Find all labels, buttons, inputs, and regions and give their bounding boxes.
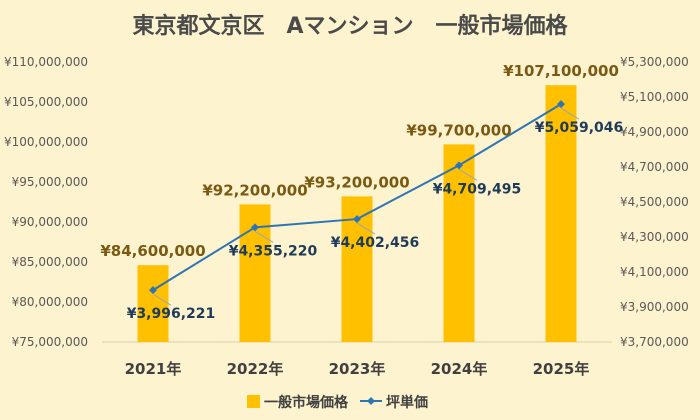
line-marker — [149, 286, 157, 295]
x-tick-label: 2022年 — [227, 360, 284, 378]
label-leaders — [152, 107, 580, 306]
label-leader-line — [458, 168, 478, 181]
bar — [443, 144, 475, 342]
label-leader-line — [254, 230, 274, 243]
bar-labels: ¥84,600,000 ¥92,200,000¥93,200,000 ¥99,700… — [100, 62, 619, 260]
line-labels: ¥3,996,221 ¥4,355,220 ¥4,402,456 ¥4,709,495… — [127, 120, 624, 322]
line-marker — [455, 161, 463, 170]
label-leader-line — [356, 222, 376, 235]
right-axis-tick-label: ¥5,100,000 — [620, 90, 689, 104]
right-axis: ¥3,700,000 ¥3,900,000 ¥4,100,000 ¥4,300,000… — [620, 55, 689, 349]
left-axis-tick-label: ¥110,000,000 — [4, 55, 88, 69]
left-axis: ¥75,000,000 ¥80,000,000 ¥85,000,000 ¥90,000… — [4, 55, 88, 349]
left-axis-tick-label: ¥80,000,000 — [12, 295, 88, 309]
right-axis-tick-label: ¥3,700,000 — [620, 335, 689, 349]
bar — [545, 85, 577, 342]
right-axis-tick-label: ¥4,700,000 — [620, 160, 689, 174]
line-value-label: ¥4,402,456 — [331, 235, 420, 251]
legend: 一般市場価格 坪単価 — [247, 394, 428, 411]
x-tick-label: 2023年 — [329, 360, 386, 378]
right-axis-tick-label: ¥4,500,000 — [620, 195, 689, 209]
bar-value-label: ¥92,200,000 — [202, 181, 307, 199]
label-leader-line — [152, 293, 172, 306]
legend-bar-label: 一般市場価格 — [264, 394, 349, 411]
right-axis-tick-label: ¥4,100,000 — [620, 265, 689, 279]
x-tick-label: 2025年 — [533, 360, 590, 378]
left-axis-tick-label: ¥95,000,000 — [12, 175, 88, 189]
left-axis-tick-label: ¥105,000,000 — [4, 95, 88, 109]
x-tick-label: 2021年 — [125, 360, 182, 378]
bar-value-label: ¥84,600,000 — [100, 242, 205, 260]
line-marker — [353, 215, 361, 224]
line-value-label: ¥3,996,221 — [127, 306, 216, 322]
left-axis-tick-label: ¥90,000,000 — [12, 215, 88, 229]
right-axis-tick-label: ¥5,300,000 — [620, 55, 689, 69]
bar-value-label: ¥99,700,000 — [406, 121, 511, 139]
right-axis-tick-label: ¥3,900,000 — [620, 300, 689, 314]
line-value-label: ¥4,355,220 — [229, 243, 318, 259]
line-value-label: ¥5,059,046 — [535, 120, 624, 136]
line-series — [149, 100, 565, 295]
line-marker — [557, 100, 565, 109]
left-axis-tick-label: ¥85,000,000 — [12, 255, 88, 269]
x-axis: 2021年 2022年 2023年 2024年 2025年 — [125, 360, 590, 378]
label-leader-line — [560, 107, 580, 120]
bar-value-label: ¥107,100,000 — [503, 62, 619, 80]
left-axis-tick-label: ¥100,000,000 — [4, 135, 88, 149]
bar — [137, 265, 169, 342]
right-axis-tick-label: ¥4,900,000 — [620, 125, 689, 139]
bar-value-label: ¥93,200,000 — [304, 173, 409, 191]
legend-line-label: 坪単価 — [386, 394, 428, 411]
line-marker — [251, 223, 259, 232]
right-axis-tick-label: ¥4,300,000 — [620, 230, 689, 244]
chart-title: 東京都文京区 Aマンション 一般市場価格 — [132, 13, 568, 39]
x-tick-label: 2024年 — [431, 360, 488, 378]
legend-line-marker — [367, 397, 375, 405]
legend-bar-swatch — [247, 395, 260, 408]
line-value-label: ¥4,709,495 — [433, 181, 522, 197]
left-axis-tick-label: ¥75,000,000 — [12, 335, 88, 349]
